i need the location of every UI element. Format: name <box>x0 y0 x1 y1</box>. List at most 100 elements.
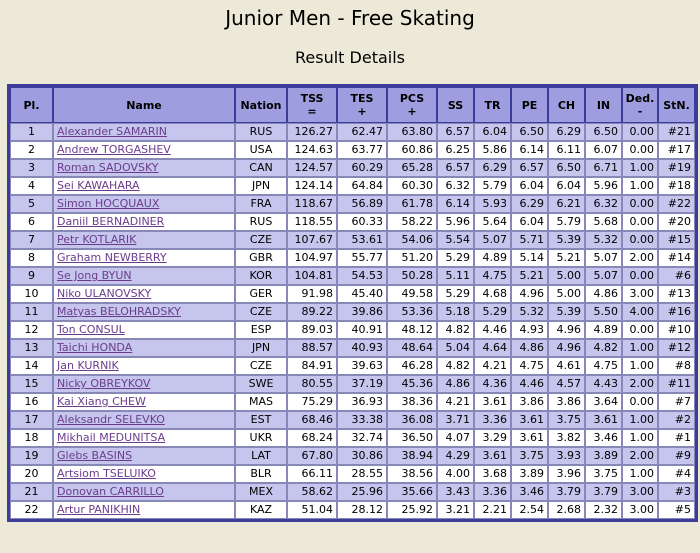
ss-cell: 4.82 <box>437 321 474 339</box>
tss-cell: 84.91 <box>287 357 337 375</box>
skater-name-link[interactable]: Taichi HONDA <box>57 341 133 354</box>
skater-name-link[interactable]: Se Jong BYUN <box>57 269 132 282</box>
skater-name-link[interactable]: Mikhail MEDUNITSA <box>57 431 166 444</box>
header-tss: TSS = <box>287 87 337 123</box>
start-number-cell: #13 <box>658 285 695 303</box>
tes-cell: 56.89 <box>337 195 387 213</box>
in-cell: 5.32 <box>585 231 622 249</box>
skater-name-link[interactable]: Alexander SAMARIN <box>57 125 167 138</box>
tss-cell: 88.57 <box>287 339 337 357</box>
nation-cell: RUS <box>235 213 287 231</box>
header-ded: Ded. - <box>622 87 658 123</box>
tr-cell: 4.21 <box>474 357 511 375</box>
skater-name-link[interactable]: Petr KOTLARIK <box>57 233 137 246</box>
pe-cell: 5.32 <box>511 303 548 321</box>
skater-name-link[interactable]: Daniil BERNADINER <box>57 215 165 228</box>
pcs-cell: 46.28 <box>387 357 437 375</box>
place-cell: 22 <box>10 501 53 519</box>
skater-name-link[interactable]: Artur PANIKHIN <box>57 503 141 516</box>
tr-cell: 3.68 <box>474 465 511 483</box>
skater-name-link[interactable]: Glebs BASINS <box>57 449 133 462</box>
place-cell: 2 <box>10 141 53 159</box>
tss-cell: 104.97 <box>287 249 337 267</box>
table-row: 8 Graham NEWBERRY GBR 104.97 55.77 51.20 5.29 4… <box>10 249 695 267</box>
skater-name-cell: Simon HOCQUAUX <box>53 195 235 213</box>
start-number-cell: #9 <box>658 447 695 465</box>
in-cell: 5.50 <box>585 303 622 321</box>
page-title: Junior Men - Free Skating <box>225 6 475 30</box>
header-row: Pl. Name Nation TSS = TES + PCS + SS TR PE … <box>10 87 695 123</box>
pe-cell: 6.57 <box>511 159 548 177</box>
place-cell: 9 <box>10 267 53 285</box>
place-cell: 15 <box>10 375 53 393</box>
in-cell: 5.96 <box>585 177 622 195</box>
in-cell: 3.46 <box>585 429 622 447</box>
skater-name-link[interactable]: Simon HOCQUAUX <box>57 197 160 210</box>
skater-name-link[interactable]: Jan KURNIK <box>57 359 119 372</box>
ded-cell: 0.00 <box>622 393 658 411</box>
skater-name-cell: Niko ULANOVSKY <box>53 285 235 303</box>
skater-name-link[interactable]: Matyas BELOHRADSKY <box>57 305 181 318</box>
ded-cell: 0.00 <box>622 231 658 249</box>
ded-cell: 1.00 <box>622 357 658 375</box>
nation-cell: MAS <box>235 393 287 411</box>
skater-name-link[interactable]: Ton CONSUL <box>57 323 125 336</box>
skater-name-link[interactable]: Artsiom TSELUIKO <box>57 467 156 480</box>
in-cell: 4.89 <box>585 321 622 339</box>
in-cell: 5.07 <box>585 249 622 267</box>
header-ch: CH <box>548 87 585 123</box>
tr-cell: 4.89 <box>474 249 511 267</box>
start-number-cell: #10 <box>658 321 695 339</box>
place-cell: 7 <box>10 231 53 249</box>
in-cell: 3.75 <box>585 465 622 483</box>
in-cell: 3.89 <box>585 447 622 465</box>
tss-cell: 68.46 <box>287 411 337 429</box>
skater-name-link[interactable]: Sei KAWAHARA <box>57 179 140 192</box>
tes-cell: 25.96 <box>337 483 387 501</box>
place-cell: 21 <box>10 483 53 501</box>
tr-cell: 3.36 <box>474 411 511 429</box>
header-in: IN <box>585 87 622 123</box>
skater-name-cell: Donovan CARRILLO <box>53 483 235 501</box>
nation-cell: CZE <box>235 231 287 249</box>
start-number-cell: #2 <box>658 411 695 429</box>
table-row: 18 Mikhail MEDUNITSA UKR 68.24 32.74 36.50 4.0… <box>10 429 695 447</box>
skater-name-link[interactable]: Andrew TORGASHEV <box>57 143 171 156</box>
skater-name-cell: Glebs BASINS <box>53 447 235 465</box>
nation-cell: EST <box>235 411 287 429</box>
ch-cell: 4.96 <box>548 339 585 357</box>
skater-name-link[interactable]: Niko ULANOVSKY <box>57 287 152 300</box>
skater-name-link[interactable]: Graham NEWBERRY <box>57 251 167 264</box>
tss-cell: 124.14 <box>287 177 337 195</box>
ss-cell: 4.82 <box>437 357 474 375</box>
pcs-cell: 45.36 <box>387 375 437 393</box>
start-number-cell: #3 <box>658 483 695 501</box>
tes-cell: 40.93 <box>337 339 387 357</box>
in-cell: 4.82 <box>585 339 622 357</box>
skater-name-cell: Mikhail MEDUNITSA <box>53 429 235 447</box>
skater-name-link[interactable]: Aleksandr SELEVKO <box>57 413 165 426</box>
place-cell: 4 <box>10 177 53 195</box>
tss-cell: 67.80 <box>287 447 337 465</box>
tr-cell: 5.64 <box>474 213 511 231</box>
ded-cell: 0.00 <box>622 195 658 213</box>
start-number-cell: #18 <box>658 177 695 195</box>
ch-cell: 3.93 <box>548 447 585 465</box>
ss-cell: 3.21 <box>437 501 474 519</box>
start-number-cell: #14 <box>658 249 695 267</box>
skater-name-link[interactable]: Kai Xiang CHEW <box>57 395 146 408</box>
ch-cell: 6.21 <box>548 195 585 213</box>
start-number-cell: #22 <box>658 195 695 213</box>
tr-cell: 4.68 <box>474 285 511 303</box>
skater-name-link[interactable]: Nicky OBREYKOV <box>57 377 151 390</box>
tes-cell: 30.86 <box>337 447 387 465</box>
tes-cell: 63.77 <box>337 141 387 159</box>
skater-name-cell: Andrew TORGASHEV <box>53 141 235 159</box>
pe-cell: 3.46 <box>511 483 548 501</box>
skater-name-link[interactable]: Donovan CARRILLO <box>57 485 164 498</box>
tr-cell: 4.64 <box>474 339 511 357</box>
skater-name-cell: Daniil BERNADINER <box>53 213 235 231</box>
skater-name-link[interactable]: Roman SADOVSKY <box>57 161 159 174</box>
place-cell: 16 <box>10 393 53 411</box>
tr-cell: 2.21 <box>474 501 511 519</box>
